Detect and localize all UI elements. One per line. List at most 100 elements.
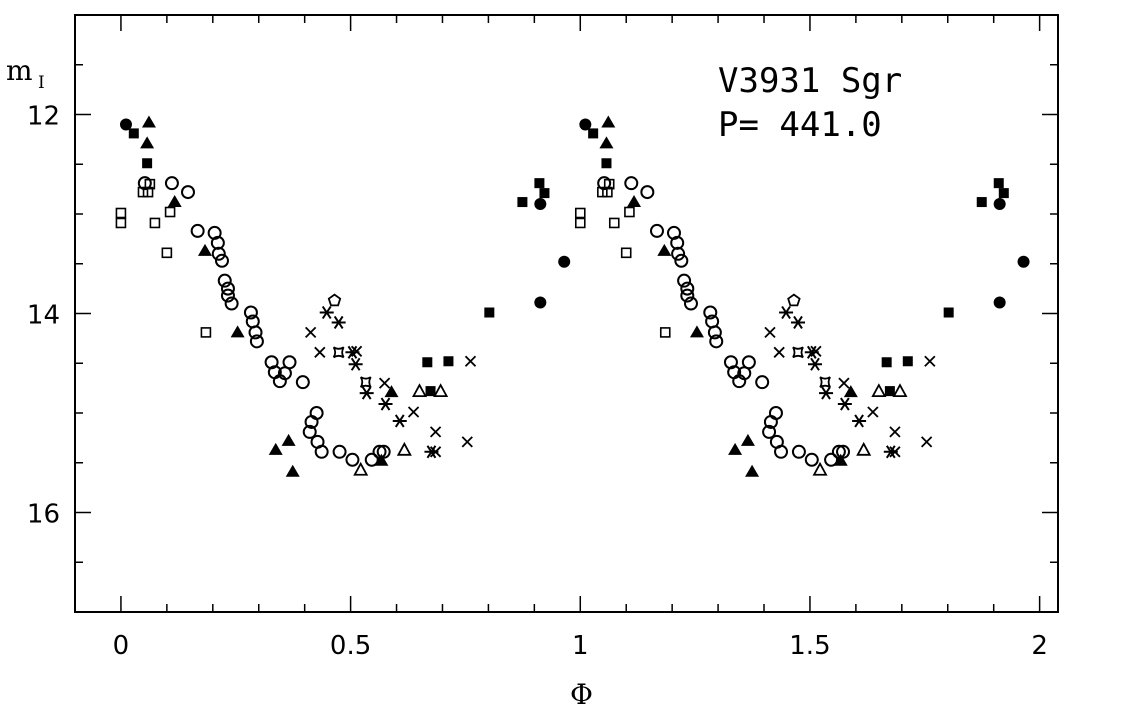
data-point-asterisk [331, 315, 346, 330]
data-point-cross [464, 355, 477, 367]
data-point-open-circle [640, 185, 655, 200]
data-point-open-circle [345, 452, 360, 467]
data-point-cross [378, 377, 391, 389]
data-point-asterisk [359, 386, 374, 400]
data-point-open-circle [677, 273, 692, 288]
data-point-asterisk [779, 305, 794, 320]
y-tick-label: 12 [27, 102, 60, 132]
data-point-filled-square [425, 386, 436, 397]
data-point-open-circle [703, 305, 718, 320]
data-point-open-circle [220, 281, 235, 296]
data-point-filled-square [128, 128, 139, 139]
data-point-open-circle [624, 176, 639, 191]
data-point-filled-triangle [384, 385, 399, 398]
data-point-open-circle [831, 444, 846, 459]
data-point-open-circle [762, 424, 777, 439]
data-point-asterisk [837, 397, 852, 411]
data-point-open-square [624, 206, 635, 218]
data-point-cross [889, 426, 901, 438]
data-point-filled-square [993, 178, 1004, 189]
data-point-filled-square [534, 178, 545, 189]
data-point-filled-triangle [740, 433, 755, 446]
data-point-open-circle [282, 355, 297, 370]
data-point-asterisk [883, 445, 898, 459]
data-point-cross [461, 436, 473, 448]
data-point-filled-circle [993, 198, 1006, 211]
data-point-cross [314, 346, 326, 358]
data-point-filled-square [142, 158, 153, 169]
data-point-open-circle [304, 414, 319, 429]
data-point-open-circle [680, 281, 695, 296]
data-point-open-circle [248, 325, 263, 340]
data-point-open-square [137, 186, 149, 198]
data-point-open-triangle [871, 383, 887, 398]
data-point-asterisk [378, 397, 393, 411]
data-point-open-circle [332, 444, 347, 459]
data-point-open-triangle [856, 441, 872, 456]
data-point-open-square [115, 207, 127, 219]
data-point-open-circle [220, 288, 235, 303]
x-tick-label: 1 [572, 631, 589, 661]
x-tick-label: 2 [1031, 631, 1048, 661]
data-point-open-square [161, 247, 173, 259]
data-point-filled-square [539, 188, 550, 199]
data-point-filled-square [443, 356, 454, 367]
data-point-open-circle [755, 375, 770, 390]
data-point-open-circle [683, 296, 698, 311]
data-point-open-circle [372, 444, 387, 459]
data-point-open-square [164, 206, 176, 218]
data-point-open-square [115, 217, 127, 229]
data-point-asterisk [819, 386, 834, 400]
data-point-filled-square [884, 386, 895, 397]
data-point-open-circle [180, 185, 195, 200]
y-tick-label: 14 [27, 301, 60, 331]
data-point-open-triangle [433, 383, 449, 398]
data-point-open-square [149, 217, 161, 229]
data-point-open-triangle [892, 383, 908, 398]
data-point-cross [764, 326, 776, 339]
x-axis-title: Φ [570, 678, 593, 711]
annotation-star-name: V3931 Sgr [718, 61, 902, 101]
data-point-filled-square [517, 197, 528, 208]
y-tick-label: 16 [27, 500, 60, 530]
data-point-open-circle [680, 288, 695, 303]
data-point-cross [305, 326, 317, 339]
data-point-open-star-square [359, 376, 372, 388]
data-point-open-circle [649, 223, 664, 238]
data-point-asterisk [319, 305, 334, 320]
data-point-open-square [200, 327, 212, 338]
data-point-open-circle [295, 375, 310, 390]
data-point-filled-circle [579, 118, 592, 131]
data-point-filled-circle [993, 296, 1006, 309]
data-point-filled-triangle [230, 325, 245, 338]
data-point-open-circle [364, 452, 379, 467]
data-point-cross [429, 426, 442, 438]
data-point-open-square [659, 327, 671, 338]
tick-labels: 0 0.5 1 1.5 2 12 14 16 [27, 102, 1048, 662]
data-point-open-star-square [792, 346, 804, 359]
data-point-open-square [620, 247, 632, 259]
data-point-open-circle [774, 444, 789, 459]
data-point-cross [407, 406, 420, 418]
data-point-open-circle [597, 176, 612, 191]
data-point-filled-triangle [197, 243, 212, 256]
data-point-open-triangle [812, 461, 828, 476]
data-point-filled-square [943, 307, 954, 318]
data-point-cross [924, 355, 936, 367]
data-point-filled-triangle [167, 195, 182, 208]
data-point-filled-triangle [141, 115, 156, 128]
data-point-open-triangle [353, 461, 369, 476]
data-point-asterisk [348, 357, 363, 371]
data-point-asterisk [804, 345, 819, 359]
data-point-filled-square [422, 357, 433, 368]
data-point-filled-triangle [268, 442, 283, 455]
data-point-filled-circle [119, 118, 132, 131]
data-point-open-circle [376, 444, 391, 459]
data-point-filled-circle [534, 198, 547, 211]
data-point-open-star-square [819, 376, 831, 388]
data-point-open-circle [707, 325, 722, 340]
data-point-open-circle [211, 246, 226, 261]
data-point-open-circle [741, 355, 756, 370]
data-point-asterisk [808, 357, 823, 371]
data-point-cross [867, 406, 879, 418]
